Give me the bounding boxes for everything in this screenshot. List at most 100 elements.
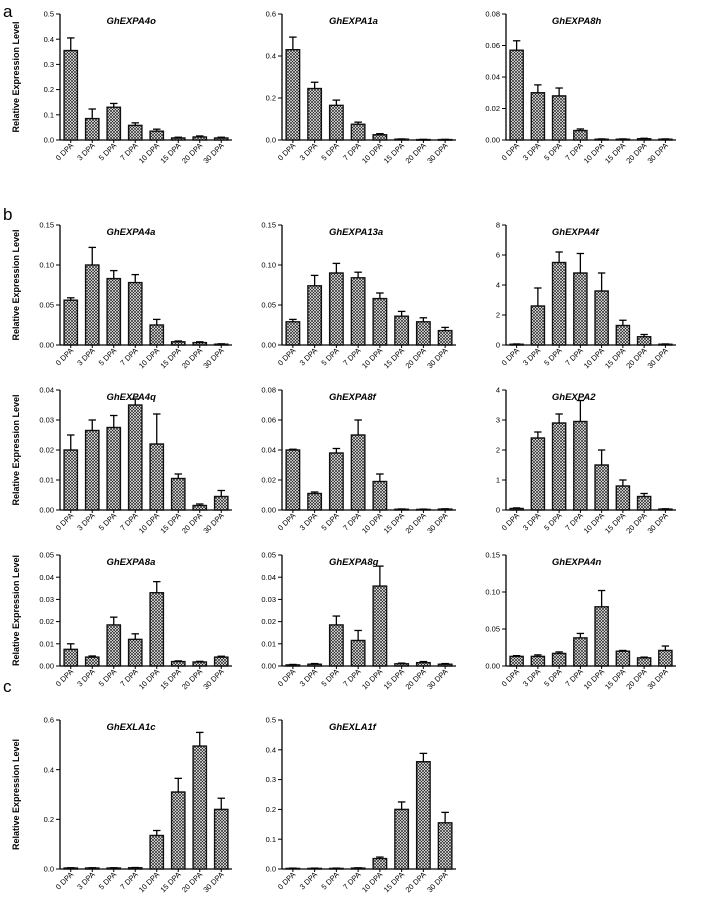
x-tick-label: 15 DPA: [158, 511, 182, 535]
chart-title: GhEXPA1a: [329, 16, 378, 27]
y-tick-label: 0.4: [266, 745, 276, 754]
x-tick-label: 20 DPA: [404, 346, 428, 370]
y-tick-label: 0.0: [266, 865, 276, 874]
y-axis-label: Relative Expression Level: [11, 739, 21, 850]
bar: [350, 639, 366, 667]
bar: [106, 277, 122, 346]
x-tick-label: 30 DPA: [646, 667, 670, 691]
bar: [307, 87, 323, 141]
bar: [573, 637, 588, 667]
bar: [658, 649, 673, 667]
x-tick-label: 0 DPA: [54, 667, 75, 688]
x-tick-label: 10 DPA: [137, 346, 161, 370]
bar: [213, 808, 229, 870]
x-tick-label: 0 DPA: [54, 870, 75, 891]
bar: [328, 452, 344, 511]
bar: [127, 404, 143, 511]
bar: [213, 137, 229, 141]
y-tick-label: 0.00: [39, 506, 54, 515]
bar: [415, 321, 431, 346]
bar: [394, 315, 410, 346]
chart-title: GhEXPA4a: [106, 227, 155, 238]
chart-10: 0.000.010.020.030.040.050 DPA 3 DPA 5 DPA 7…: [261, 551, 456, 691]
y-tick-label: 0.4: [44, 35, 54, 44]
x-tick-label: 3 DPA: [75, 141, 96, 162]
x-tick-label: 20 DPA: [180, 346, 204, 370]
bar: [149, 443, 165, 511]
bar: [106, 426, 122, 511]
bar: [192, 341, 208, 346]
bar: [307, 492, 323, 511]
x-tick-label: 10 DPA: [360, 870, 384, 894]
y-tick-label: 2: [496, 311, 500, 320]
bar: [350, 123, 366, 141]
bar: [551, 652, 567, 667]
bar: [328, 104, 344, 141]
x-tick-label: 30 DPA: [425, 511, 449, 535]
chart-title: GhEXPA4f: [552, 227, 600, 238]
bar: [192, 136, 208, 141]
x-tick-label: 5 DPA: [319, 346, 340, 367]
chart-title: GhEXPA8a: [106, 557, 155, 568]
x-tick-label: 15 DPA: [158, 141, 182, 165]
y-tick-label: 0.0: [44, 136, 54, 145]
y-tick-label: 0.04: [261, 446, 276, 455]
chart-title: GhEXPA8g: [329, 557, 379, 568]
y-tick-label: 0.2: [44, 815, 54, 824]
bar: [594, 606, 609, 667]
y-tick-label: 0.0: [44, 865, 54, 874]
chart-13: 0.00.10.20.30.40.50 DPA 3 DPA 5 DPA 7 DPA10…: [266, 716, 456, 894]
x-tick-label: 10 DPA: [582, 346, 606, 370]
x-tick-label: 0 DPA: [276, 511, 297, 532]
y-tick-label: 0.0: [266, 136, 276, 145]
chart-9: 0.000.010.020.030.040.050 DPA 3 DPA 5 DPA 7…: [11, 551, 232, 691]
x-tick-label: 15 DPA: [382, 141, 406, 165]
x-tick-label: 3 DPA: [298, 870, 319, 891]
chart-title: GhEXPA4n: [552, 557, 602, 568]
bar: [509, 49, 524, 141]
x-tick-label: 20 DPA: [404, 511, 428, 535]
x-tick-label: 20 DPA: [180, 511, 204, 535]
bar: [192, 504, 208, 511]
panel-letter-b: b: [3, 205, 12, 224]
y-tick-label: 0.02: [39, 446, 54, 455]
x-tick-label: 10 DPA: [137, 870, 161, 894]
bar: [573, 272, 588, 346]
y-tick-label: 0.06: [485, 41, 500, 50]
panel-letter-a: a: [3, 2, 13, 21]
x-tick-label: 10 DPA: [582, 141, 606, 165]
y-tick-label: 0.00: [261, 341, 276, 350]
bar: [170, 341, 186, 346]
x-tick-label: 10 DPA: [360, 141, 384, 165]
y-tick-label: 0.01: [39, 476, 54, 485]
bar: [530, 92, 546, 141]
bar: [437, 822, 453, 870]
x-tick-label: 30 DPA: [646, 346, 670, 370]
x-tick-label: 30 DPA: [646, 511, 670, 535]
x-tick-label: 0 DPA: [500, 667, 521, 688]
x-tick-label: 0 DPA: [500, 346, 521, 367]
y-tick-label: 0.02: [261, 476, 276, 485]
bar: [127, 124, 143, 141]
chart-title: GhEXPA8h: [552, 16, 602, 27]
y-tick-label: 0.1: [266, 835, 276, 844]
x-tick-label: 3 DPA: [75, 667, 96, 688]
y-tick-label: 0.02: [39, 617, 54, 626]
bar: [615, 650, 631, 667]
bar: [213, 656, 229, 667]
y-tick-label: 0.6: [44, 716, 54, 725]
bar: [127, 281, 143, 346]
bar: [530, 305, 546, 346]
chart-title: GhEXPA13a: [329, 227, 383, 238]
bar: [394, 808, 410, 870]
bar: [170, 791, 186, 870]
bar: [415, 661, 431, 667]
y-tick-label: 0.4: [44, 765, 54, 774]
x-tick-label: 0 DPA: [276, 141, 297, 162]
y-tick-label: 0.2: [266, 805, 276, 814]
bar: [84, 117, 100, 141]
